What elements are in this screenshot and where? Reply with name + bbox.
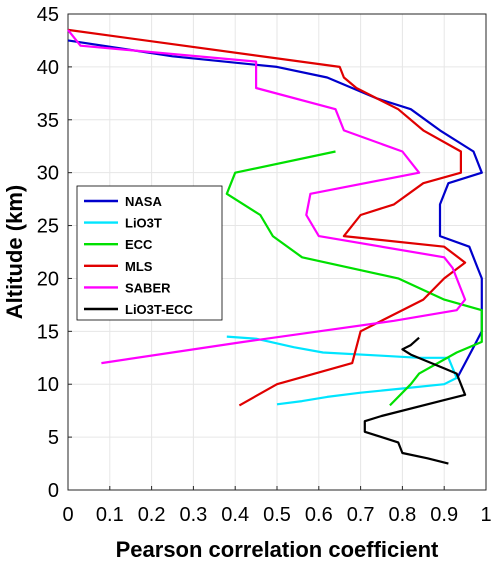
legend-label-ecc: ECC — [125, 237, 153, 252]
x-tick-label: 1 — [480, 504, 491, 526]
series-line-ecc — [225, 150, 483, 407]
tick-labels: 0 0.1 0.2 0.3 0.4 0.5 0.6 0.7 0.8 0.9 105101520253… — [37, 4, 492, 526]
x-tick-label: 0.4 — [221, 504, 249, 526]
y-tick-label: 0 — [48, 480, 59, 502]
x-tick-label: 0.2 — [138, 504, 166, 526]
legend-label-mls: MLS — [125, 259, 153, 274]
legend-label-lio3t-ecc: LiO3T-ECC — [125, 302, 194, 317]
y-tick-label: 25 — [37, 216, 59, 238]
y-tick-label: 5 — [48, 427, 59, 449]
y-tick-label: 20 — [37, 268, 59, 290]
series-line-lio3t-ecc — [363, 336, 467, 465]
x-tick-label: 0.5 — [263, 504, 291, 526]
x-tick-label: 0.3 — [179, 504, 207, 526]
x-tick-label: 0.6 — [305, 504, 333, 526]
legend-label-saber: SABER — [125, 280, 171, 295]
y-tick-label: 45 — [37, 4, 59, 26]
series-line-lio3t — [226, 335, 458, 406]
series-line-saber — [67, 29, 467, 365]
legend-box — [76, 185, 223, 321]
y-tick-label: 30 — [37, 163, 59, 185]
x-tick-label: 0 — [62, 504, 73, 526]
x-tick-label: 0.9 — [430, 504, 458, 526]
y-tick-label: 35 — [37, 110, 59, 132]
legend: NASA LiO3T ECC MLS SABER LiO3T-ECC — [76, 185, 223, 321]
x-tick-label: 0.1 — [96, 504, 124, 526]
y-tick-label: 40 — [37, 57, 59, 79]
data-series — [67, 28, 483, 465]
y-tick-label: 10 — [37, 374, 59, 396]
legend-entries: NASA LiO3T ECC MLS SABER LiO3T-ECC — [84, 194, 194, 317]
legend-label-lio3t: LiO3T — [125, 216, 162, 231]
x-tick-label: 0.8 — [388, 504, 416, 526]
series-line-mls — [67, 28, 467, 407]
y-axis-title: Altitude (km) — [2, 185, 27, 319]
x-tick-label: 0.7 — [347, 504, 375, 526]
y-tick-label: 15 — [37, 321, 59, 343]
legend-label-nasa: NASA — [125, 194, 162, 209]
x-axis-title: Pearson correlation coefficient — [116, 537, 439, 562]
